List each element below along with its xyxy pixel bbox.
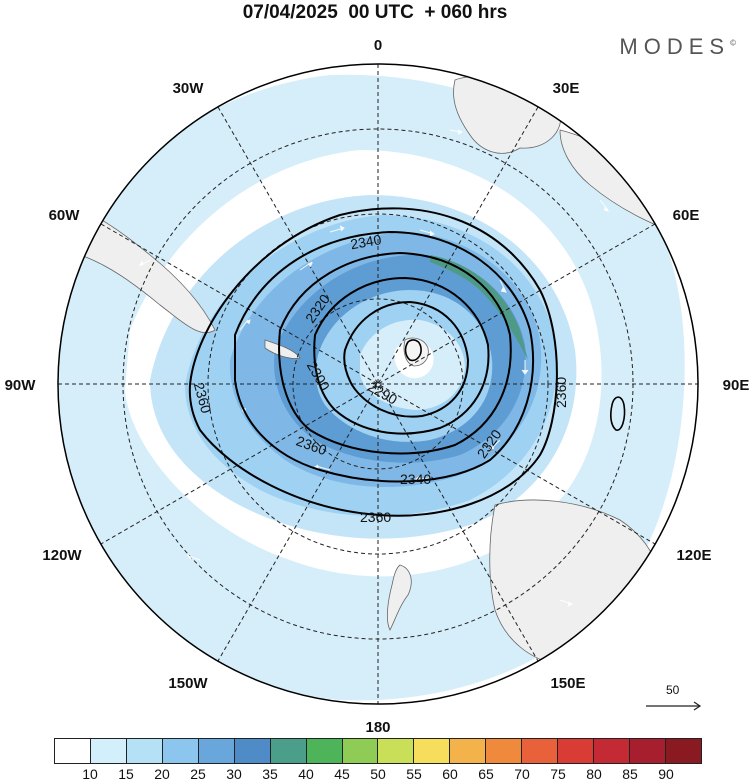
colorbar-tick-label: 15 — [118, 766, 134, 782]
colorbar-swatch — [55, 739, 91, 763]
lon-label-0: 0 — [374, 37, 382, 54]
colorbar-tick-label: 55 — [406, 766, 422, 782]
lon-label-60e: 60E — [673, 207, 700, 224]
lon-label-60w: 60W — [49, 207, 81, 224]
colorbar-tick-label: 65 — [478, 766, 494, 782]
map-boundary — [57, 63, 699, 705]
map-title: 07/04/2025 00 UTC + 060 hrs — [242, 2, 508, 23]
colorbar-swatch — [558, 739, 595, 763]
longitude-labels: 0 30E 60E 90E 120E 150E 180 150W 120W 90… — [5, 37, 750, 736]
brand-logo: MODES© — [619, 34, 736, 59]
map-disk: 2340 2320 2300 2290 2320 2340 2360 2360 … — [58, 64, 698, 704]
colorbar-swatch — [414, 739, 451, 763]
colorbar-tick-label: 90 — [658, 766, 674, 782]
lon-label-150e: 150E — [550, 675, 585, 692]
colorbar-swatch — [378, 739, 415, 763]
contour-label: 2340 — [349, 231, 383, 252]
colorbar-tick-label: 30 — [226, 766, 242, 782]
colorbar-tick-label: 60 — [442, 766, 458, 782]
colorbar-tick-label: 75 — [550, 766, 566, 782]
colorbar-swatch — [486, 739, 523, 763]
colorbar-swatch — [342, 739, 379, 763]
colorbar-swatch — [126, 739, 163, 763]
colorbar-swatch — [270, 739, 307, 763]
colorbar-tick-label: 25 — [190, 766, 206, 782]
lon-label-120w: 120W — [42, 547, 82, 564]
colorbar-swatch — [90, 739, 127, 763]
contour-label: 2340 — [400, 471, 431, 487]
colorbar-tick-label: 10 — [82, 766, 98, 782]
lon-label-180: 180 — [365, 719, 390, 736]
colorbar-swatch — [594, 739, 630, 763]
lon-label-30w: 30W — [173, 80, 205, 97]
colorbar-tick-label: 85 — [622, 766, 638, 782]
colorbar-tick-label: 20 — [154, 766, 170, 782]
colorbar-swatch — [665, 739, 701, 763]
lon-label-90w: 90W — [5, 377, 37, 394]
colorbar-tick-label: 50 — [370, 766, 386, 782]
colorbar-swatch — [198, 739, 235, 763]
lon-label-30e: 30E — [553, 80, 580, 97]
reference-vector — [646, 701, 702, 711]
colorbar — [54, 738, 702, 764]
colorbar-tick-label: 80 — [586, 766, 602, 782]
reference-vector-label: 50 — [666, 683, 680, 697]
colorbar-swatch — [522, 739, 559, 763]
colorbar-swatch — [306, 739, 343, 763]
lon-label-120e: 120E — [676, 547, 711, 564]
colorbar-tick-label: 40 — [298, 766, 314, 782]
colorbar-swatch — [234, 739, 271, 763]
colorbar-tick-labels: 10 15 20 25 30 35 40 45 50 55 60 65 70 75 80 85 90 — [54, 766, 702, 782]
contour-label: 2360 — [553, 377, 569, 408]
height-contours — [188, 207, 626, 517]
lon-label-150w: 150W — [168, 675, 208, 692]
contour-label: 2360 — [360, 509, 391, 525]
colorbar-tick-label: 45 — [334, 766, 350, 782]
colorbar-swatch — [630, 739, 666, 763]
contour-label: 2360 — [191, 381, 215, 415]
graticule — [58, 64, 698, 704]
colorbar-swatch — [450, 739, 487, 763]
colorbar-tick-label: 35 — [262, 766, 278, 782]
lon-label-90e: 90E — [723, 377, 750, 394]
colorbar-tick-label: 70 — [514, 766, 530, 782]
colorbar-swatch — [162, 739, 199, 763]
